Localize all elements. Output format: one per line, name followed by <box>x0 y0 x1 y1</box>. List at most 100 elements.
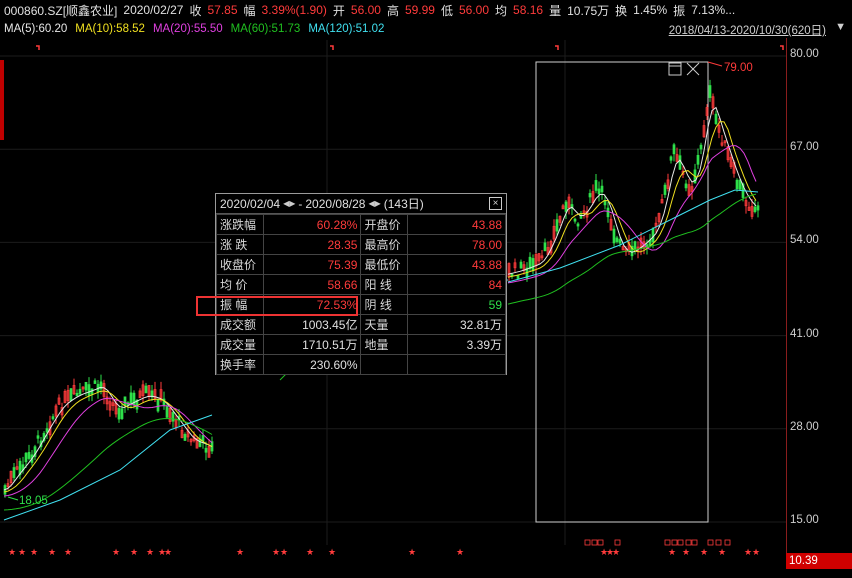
chevron-down-icon[interactable]: ▼ <box>835 21 846 33</box>
candle-body <box>738 179 742 190</box>
signal-box-icon <box>597 539 604 546</box>
signal-star-icon: ★ <box>112 548 120 558</box>
stats-row: 涨 跌 28.35 最高价 78.00 <box>216 234 506 255</box>
candle-body <box>168 407 172 423</box>
candle-body <box>750 205 754 217</box>
candle-body <box>201 435 205 442</box>
candle-body <box>63 390 67 404</box>
window-icon[interactable] <box>668 62 682 76</box>
high-value: 59.99 <box>404 3 435 17</box>
candle-body <box>681 170 685 175</box>
stats-row: 成交量 1710.51万 地量 3.39万 <box>216 334 506 355</box>
candle-body <box>561 205 565 210</box>
ma10-line <box>3 121 757 493</box>
end-date-arrows-icon[interactable]: ◀▶ <box>368 199 381 208</box>
vol-value: 10.75万 <box>567 3 610 18</box>
candle-body <box>180 429 184 438</box>
swing-label: 振 <box>673 3 686 18</box>
stats-label: 天量 <box>360 314 409 335</box>
signal-star-icon: ★ <box>18 548 26 558</box>
candle-body <box>204 447 208 453</box>
candle-body <box>516 275 520 279</box>
candle-body <box>54 405 58 417</box>
left-scroll-indicator <box>0 60 4 140</box>
candle-body <box>78 388 82 395</box>
candle-body <box>18 460 22 476</box>
signal-star-icon: ★ <box>456 548 464 558</box>
candle-body <box>696 154 700 165</box>
stats-row: 涨跌幅 60.28% 开盘价 43.88 <box>216 214 506 235</box>
signal-star-icon: ★ <box>718 548 726 558</box>
ma10-label[interactable]: MA(10):58.52 <box>75 23 145 35</box>
candle-body <box>594 180 598 191</box>
candle-body <box>756 205 760 211</box>
candle-body <box>612 228 616 244</box>
candle-body <box>15 466 19 470</box>
date-range-label[interactable]: 2018/04/13-2020/10/30(620日) <box>668 25 826 37</box>
candle-body <box>663 184 667 195</box>
candle-body <box>513 262 517 269</box>
signal-box-icon <box>677 539 684 546</box>
kline-chart[interactable]: ★ ★ ★ ★ ★ ★ ★ ★ ★★ ★ ★ ★ ★ ★ ★ ★ ★★★ ★ ★ ★ ★ ★ ★ 79.00 18.05 <box>0 38 852 578</box>
candle-body <box>129 392 133 405</box>
quote-header: 000860.SZ[顺鑫农业] 2020/02/27 收 57.85 幅 3.39%… <box>0 0 852 20</box>
signal-star-icon: ★ <box>606 548 614 558</box>
candle-body <box>120 408 124 419</box>
signal-star-icon: ★ <box>280 548 288 558</box>
range-sep: - <box>298 196 303 211</box>
stats-value: 78.00 <box>407 234 506 255</box>
candle-body <box>150 390 154 398</box>
stats-value: 1710.51万 <box>262 334 362 355</box>
amp-value: 3.39%(1.90) <box>261 3 327 17</box>
ma5-label[interactable]: MA(5):60.20 <box>4 23 68 35</box>
low-annotation: 18.05 <box>7 495 48 507</box>
candle-body <box>684 183 688 189</box>
signal-star-icon: ★ <box>744 548 752 558</box>
candle-body <box>747 206 751 211</box>
candle-body <box>705 107 709 116</box>
candle-body <box>633 241 637 250</box>
candle-body <box>537 253 541 262</box>
signal-star-icon: ★ <box>130 548 138 558</box>
stats-label: 涨跌幅 <box>216 214 264 235</box>
close-icon[interactable] <box>686 62 700 76</box>
signal-star-icon: ★ <box>306 548 314 558</box>
candle-body <box>630 245 634 257</box>
candle-body <box>690 186 694 193</box>
avg-value: 58.16 <box>513 3 544 17</box>
candle-body <box>558 215 562 223</box>
signal-star-icon: ★ <box>668 548 676 558</box>
candle-body <box>117 408 121 420</box>
start-date-arrows-icon[interactable]: ◀▶ <box>283 199 296 208</box>
stats-label: 均 价 <box>216 274 264 295</box>
candle-body <box>555 219 559 232</box>
top-marker <box>330 45 334 50</box>
ma60-label[interactable]: MA(60):51.73 <box>230 23 301 35</box>
candle-body <box>573 218 577 222</box>
candle-body <box>36 435 40 439</box>
candle-body <box>24 452 28 463</box>
stats-table: 涨跌幅 60.28% 开盘价 43.88 涨 跌 28.35 最高价 78.00 收盘价 75.3… <box>216 214 506 375</box>
candle-body <box>660 199 664 204</box>
ma20-label[interactable]: MA(20):55.50 <box>152 23 223 35</box>
high-annotation: 79.00 <box>707 61 753 74</box>
signal-box-icon <box>614 539 621 546</box>
signal-box-icon <box>707 539 714 546</box>
low-marker-label: 18.05 <box>19 495 48 507</box>
stats-title: 2020/02/04 ◀▶ - 2020/08/28 ◀▶ (143日) <box>216 194 506 214</box>
high-label: 高 <box>386 3 399 18</box>
stats-label: 开盘价 <box>360 214 409 235</box>
stock-code[interactable]: 000860.SZ[顺鑫农业] <box>4 3 118 18</box>
ma120-label[interactable]: MA(120):51.02 <box>308 23 385 35</box>
stats-label <box>360 354 409 375</box>
amplitude-highlight-box <box>196 296 358 316</box>
vol-label: 量 <box>549 3 562 18</box>
candle-body <box>606 207 610 218</box>
signal-star-icon: ★ <box>164 548 172 558</box>
candle-body <box>717 125 721 133</box>
stats-label: 阴 线 <box>360 294 409 315</box>
close-icon[interactable]: × <box>489 197 502 210</box>
quote-date: 2020/02/27 <box>123 3 184 17</box>
days-count: (143日) <box>383 197 424 211</box>
candle-body <box>141 384 145 397</box>
